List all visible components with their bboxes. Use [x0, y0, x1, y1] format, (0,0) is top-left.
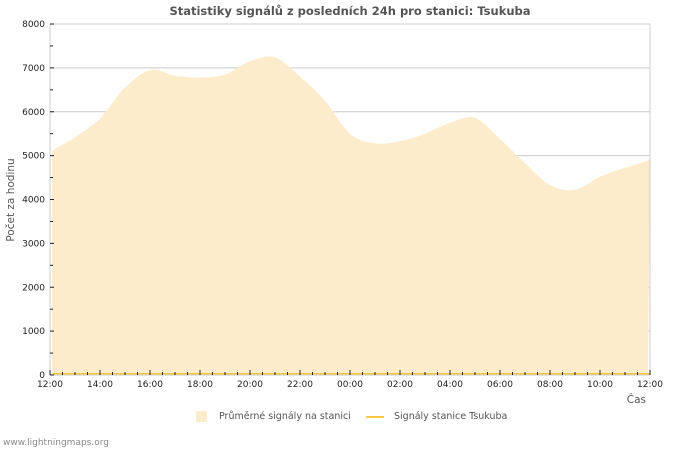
y-tick-label: 5000 — [22, 152, 45, 162]
legend-item-station[interactable]: Signály stanice Tsukuba — [366, 411, 507, 422]
x-tick-label: 10:00 — [587, 380, 613, 390]
x-tick-label: 06:00 — [487, 380, 513, 390]
legend: Průměrné signály na stanici Signály stan… — [0, 411, 700, 427]
footer-link[interactable]: www.lightningmaps.org — [3, 438, 109, 448]
y-tick-label: 4000 — [22, 196, 45, 206]
x-tick-label: 22:00 — [287, 380, 313, 390]
legend-label-average: Průměrné signály na stanici — [219, 411, 351, 422]
x-tick-label: 04:00 — [437, 380, 463, 390]
y-tick-label: 8000 — [22, 20, 45, 30]
x-tick-label: 08:00 — [537, 380, 563, 390]
legend-item-average[interactable]: Průměrné signály na stanici — [196, 411, 351, 422]
x-tick-label: 14:00 — [87, 380, 113, 390]
x-tick-label: 20:00 — [237, 380, 263, 390]
x-axis-ticks: 12:00 14:00 16:00 18:00 20:00 22:00 00:00 02:00… — [37, 370, 663, 390]
x-tick-label: 12:00 — [637, 380, 663, 390]
y-tick-label: 3000 — [22, 239, 45, 249]
x-tick-label: 02:00 — [387, 380, 413, 390]
x-tick-label: 16:00 — [137, 380, 163, 390]
x-tick-label: 12:00 — [37, 380, 63, 390]
line-swatch-icon — [366, 415, 384, 418]
average-signals-area — [52, 56, 650, 376]
y-tick-label: 1000 — [22, 327, 45, 337]
y-tick-label: 2000 — [22, 283, 45, 293]
x-axis-label: Čas — [627, 393, 646, 406]
y-tick-label: 6000 — [22, 108, 45, 118]
y-tick-label: 7000 — [22, 64, 45, 74]
y-tick-label: 0 — [39, 371, 45, 381]
chart-title: Statistiky signálů z posledních 24h pro … — [169, 4, 531, 18]
y-axis-label: Počet za hodinu — [5, 158, 17, 241]
y-axis-ticks: 0 1000 2000 3000 4000 5000 6000 7000 8000 — [22, 20, 54, 381]
legend-label-station: Signály stanice Tsukuba — [394, 411, 508, 422]
x-tick-label: 00:00 — [337, 380, 363, 390]
x-tick-label: 18:00 — [187, 380, 213, 390]
area-swatch-icon — [196, 411, 207, 422]
